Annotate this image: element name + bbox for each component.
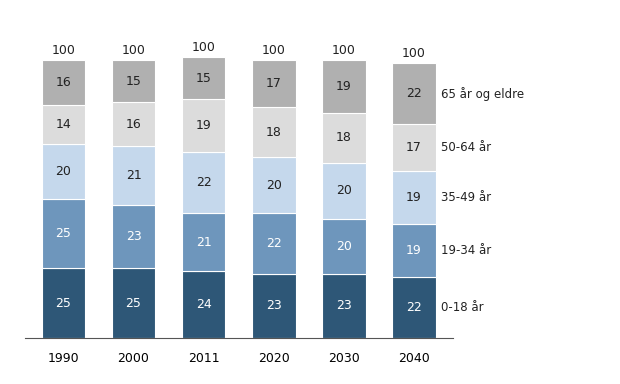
Bar [112,60,155,102]
Text: 25: 25 [126,297,141,310]
Bar [42,268,85,338]
Text: 15: 15 [126,74,141,88]
Text: 22: 22 [406,301,422,314]
Text: 17: 17 [266,77,281,90]
Text: 22: 22 [266,237,281,250]
Bar [182,152,226,213]
Text: 100: 100 [122,44,146,57]
Text: 50-64 år: 50-64 år [441,141,492,154]
Bar [112,102,155,146]
Text: 19: 19 [196,119,211,132]
Text: 25: 25 [55,227,71,240]
Bar [322,274,366,338]
Bar [252,60,296,108]
Text: 20: 20 [55,165,71,178]
Text: 23: 23 [336,300,352,313]
Text: 23: 23 [266,300,281,313]
Bar [252,108,296,157]
Bar [42,104,85,144]
Bar [182,271,226,338]
Text: 19: 19 [406,191,422,204]
Bar [182,58,226,99]
Text: 18: 18 [336,131,352,144]
Bar [252,213,296,274]
Bar [252,274,296,338]
Bar [42,199,85,268]
Text: 21: 21 [196,236,211,248]
Text: 19: 19 [406,244,422,257]
Bar [392,63,436,124]
Text: 20: 20 [336,240,352,253]
Text: 22: 22 [406,87,422,100]
Text: 21: 21 [126,169,141,182]
Bar [392,224,436,277]
Text: 19: 19 [336,80,352,93]
Bar [392,124,436,171]
Bar [182,213,226,271]
Text: 16: 16 [56,76,71,89]
Bar [182,99,226,152]
Bar [322,163,366,218]
Text: 22: 22 [196,176,211,189]
Text: 15: 15 [196,72,211,85]
Text: 100: 100 [51,44,75,57]
Bar [112,205,155,268]
Text: 19-34 år: 19-34 år [441,244,492,257]
Text: 100: 100 [192,41,216,54]
Text: 35-49 år: 35-49 år [441,191,492,204]
Bar [112,146,155,205]
Text: 20: 20 [266,179,281,192]
Text: 17: 17 [406,141,422,154]
Text: 100: 100 [402,46,426,60]
Text: 24: 24 [196,298,211,311]
Text: 23: 23 [126,230,141,243]
Text: 20: 20 [336,184,352,197]
Bar [392,277,436,338]
Text: 25: 25 [55,297,71,310]
Bar [322,113,366,163]
Bar [42,144,85,199]
Bar [42,60,85,104]
Bar [322,218,366,274]
Text: 0-18 år: 0-18 år [441,301,484,314]
Bar [112,268,155,338]
Text: 100: 100 [332,44,356,57]
Bar [322,60,366,113]
Bar [392,171,436,224]
Text: 100: 100 [262,44,286,57]
Bar [252,157,296,213]
Text: 18: 18 [266,126,281,139]
Text: 16: 16 [126,118,141,131]
Text: 65 år og eldre: 65 år og eldre [441,86,525,101]
Text: 14: 14 [56,118,71,131]
